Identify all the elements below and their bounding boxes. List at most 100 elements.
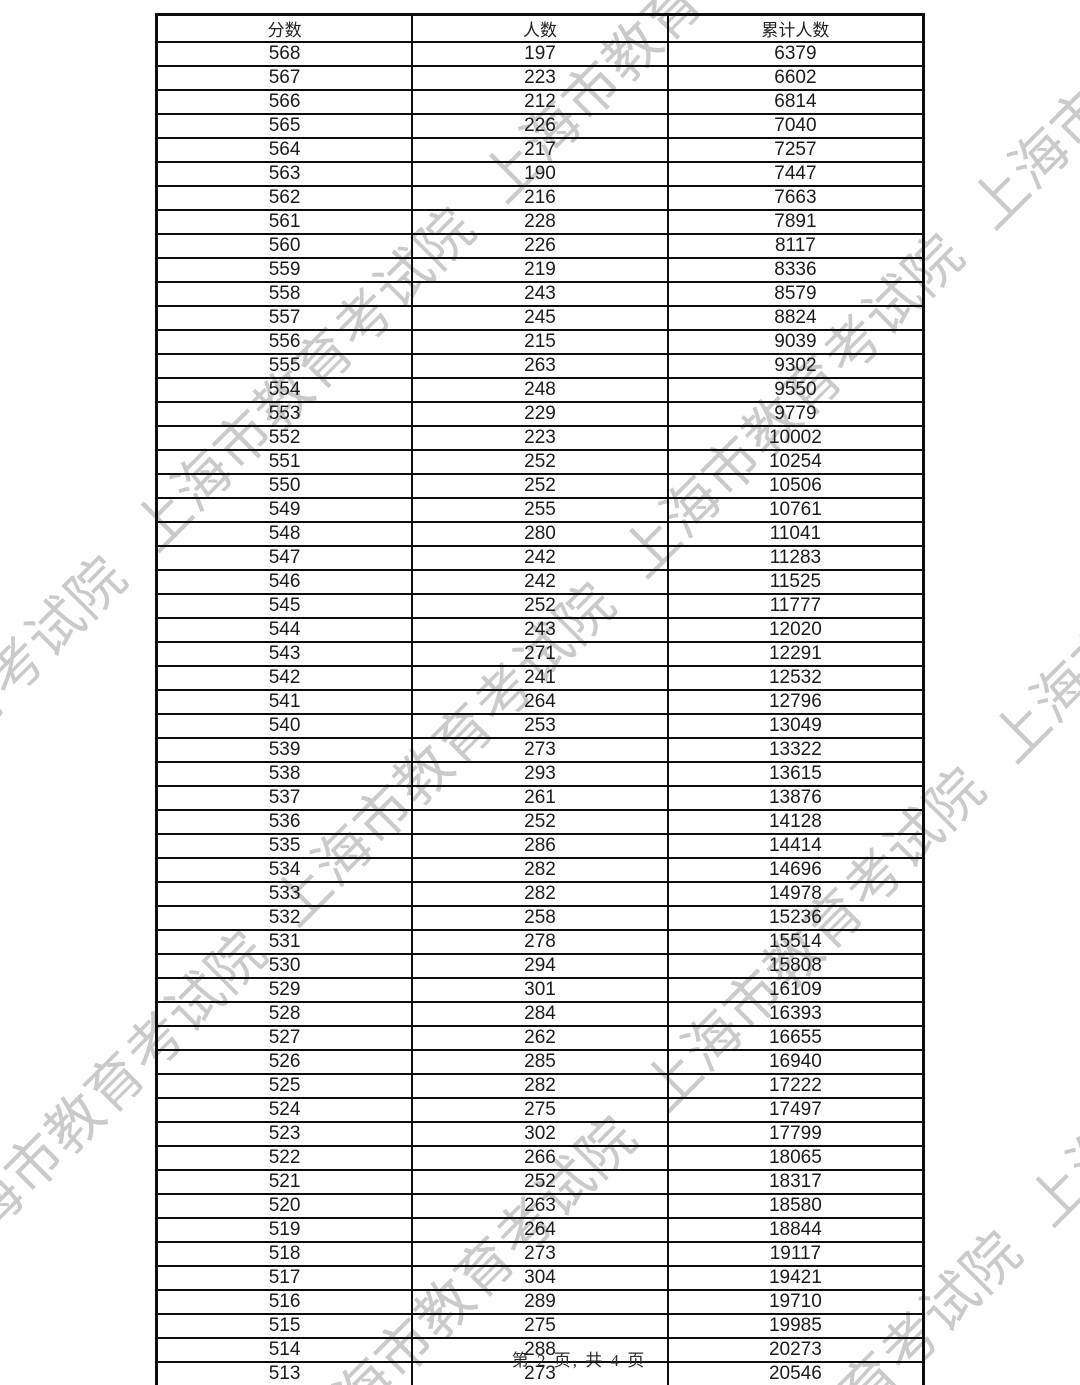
table-cell: 553 — [155, 401, 414, 427]
table-cell: 549 — [155, 497, 414, 523]
table-row: 568 197 6379 — [155, 41, 925, 67]
table-cell: 252 — [411, 1169, 669, 1195]
table-cell: 10002 — [666, 425, 925, 451]
table-cell: 248 — [411, 377, 669, 403]
table-cell: 567 — [155, 65, 414, 91]
table-row: 554 248 9550 — [155, 377, 925, 403]
table-cell: 12291 — [666, 641, 925, 667]
table-cell: 8824 — [666, 305, 925, 331]
table-row: 535 286 14414 — [155, 833, 925, 859]
table-cell: 13876 — [666, 785, 925, 811]
table-cell: 294 — [411, 953, 669, 979]
table-row: 551 252 10254 — [155, 449, 925, 475]
table-row: 523 302 17799 — [155, 1121, 925, 1147]
table-cell: 8117 — [666, 233, 925, 259]
table-cell: 6379 — [666, 41, 925, 67]
table-cell: 11777 — [666, 593, 925, 619]
table-row: 525 282 17222 — [155, 1073, 925, 1099]
table-cell: 7447 — [666, 161, 925, 187]
table-row: 558 243 8579 — [155, 281, 925, 307]
table-cell: 18580 — [666, 1193, 925, 1219]
table-cell: 6602 — [666, 65, 925, 91]
table-row: 514 288 20273 — [155, 1337, 925, 1363]
table-cell: 18065 — [666, 1145, 925, 1171]
table-row: 513 273 20546 — [155, 1361, 925, 1385]
table-header-row: 分数 人数 累计人数 — [155, 13, 925, 43]
table-row: 563 190 7447 — [155, 161, 925, 187]
table-row: 515 275 19985 — [155, 1313, 925, 1339]
table-row: 530 294 15808 — [155, 953, 925, 979]
table-row: 543 271 12291 — [155, 641, 925, 667]
table-row: 553 229 9779 — [155, 401, 925, 427]
table-cell: 541 — [155, 689, 414, 715]
table-cell: 7040 — [666, 113, 925, 139]
table-cell: 8579 — [666, 281, 925, 307]
table-cell: 16655 — [666, 1025, 925, 1051]
table-cell: 529 — [155, 977, 414, 1003]
table-row: 520 263 18580 — [155, 1193, 925, 1219]
table-cell: 516 — [155, 1289, 414, 1315]
table-cell: 8336 — [666, 257, 925, 283]
table-cell: 552 — [155, 425, 414, 451]
table-cell: 273 — [411, 737, 669, 763]
table-cell: 9302 — [666, 353, 925, 379]
table-cell: 252 — [411, 449, 669, 475]
table-cell: 545 — [155, 593, 414, 619]
table-cell: 546 — [155, 569, 414, 595]
table-cell: 261 — [411, 785, 669, 811]
table-cell: 522 — [155, 1145, 414, 1171]
table-cell: 19117 — [666, 1241, 925, 1267]
table-row: 545 252 11777 — [155, 593, 925, 619]
table-cell: 12020 — [666, 617, 925, 643]
col-header-score: 分数 — [155, 13, 414, 43]
table-row: 532 258 15236 — [155, 905, 925, 931]
table-cell: 301 — [411, 977, 669, 1003]
table-row: 547 242 11283 — [155, 545, 925, 571]
table-cell: 197 — [411, 41, 669, 67]
table-cell: 556 — [155, 329, 414, 355]
table-cell: 14128 — [666, 809, 925, 835]
table-cell: 262 — [411, 1025, 669, 1051]
table-cell: 15514 — [666, 929, 925, 955]
table-cell: 263 — [411, 1193, 669, 1219]
table-cell: 282 — [411, 881, 669, 907]
table-cell: 241 — [411, 665, 669, 691]
table-cell: 264 — [411, 1217, 669, 1243]
table-cell: 252 — [411, 593, 669, 619]
table-row: 544 243 12020 — [155, 617, 925, 643]
table-cell: 304 — [411, 1265, 669, 1291]
table-cell: 548 — [155, 521, 414, 547]
table-cell: 568 — [155, 41, 414, 67]
table-cell: 520 — [155, 1193, 414, 1219]
table-cell: 252 — [411, 809, 669, 835]
table-row: 517 304 19421 — [155, 1265, 925, 1291]
table-cell: 514 — [155, 1337, 414, 1363]
table-cell: 550 — [155, 473, 414, 499]
table-cell: 17222 — [666, 1073, 925, 1099]
table-cell: 9779 — [666, 401, 925, 427]
table-cell: 17799 — [666, 1121, 925, 1147]
table-row: 550 252 10506 — [155, 473, 925, 499]
table-cell: 519 — [155, 1217, 414, 1243]
table-row: 541 264 12796 — [155, 689, 925, 715]
table-cell: 16940 — [666, 1049, 925, 1075]
table-cell: 527 — [155, 1025, 414, 1051]
table-row: 546 242 11525 — [155, 569, 925, 595]
table-cell: 565 — [155, 113, 414, 139]
table-row: 536 252 14128 — [155, 809, 925, 835]
table-cell: 271 — [411, 641, 669, 667]
table-row: 566 212 6814 — [155, 89, 925, 115]
table-cell: 531 — [155, 929, 414, 955]
table-cell: 255 — [411, 497, 669, 523]
table-cell: 542 — [155, 665, 414, 691]
table-cell: 285 — [411, 1049, 669, 1075]
table-cell: 266 — [411, 1145, 669, 1171]
table-row: 533 282 14978 — [155, 881, 925, 907]
table-cell: 14978 — [666, 881, 925, 907]
table-row: 552 223 10002 — [155, 425, 925, 451]
table-cell: 293 — [411, 761, 669, 787]
table-cell: 544 — [155, 617, 414, 643]
table-cell: 11041 — [666, 521, 925, 547]
table-row: 557 245 8824 — [155, 305, 925, 331]
table-cell: 517 — [155, 1265, 414, 1291]
